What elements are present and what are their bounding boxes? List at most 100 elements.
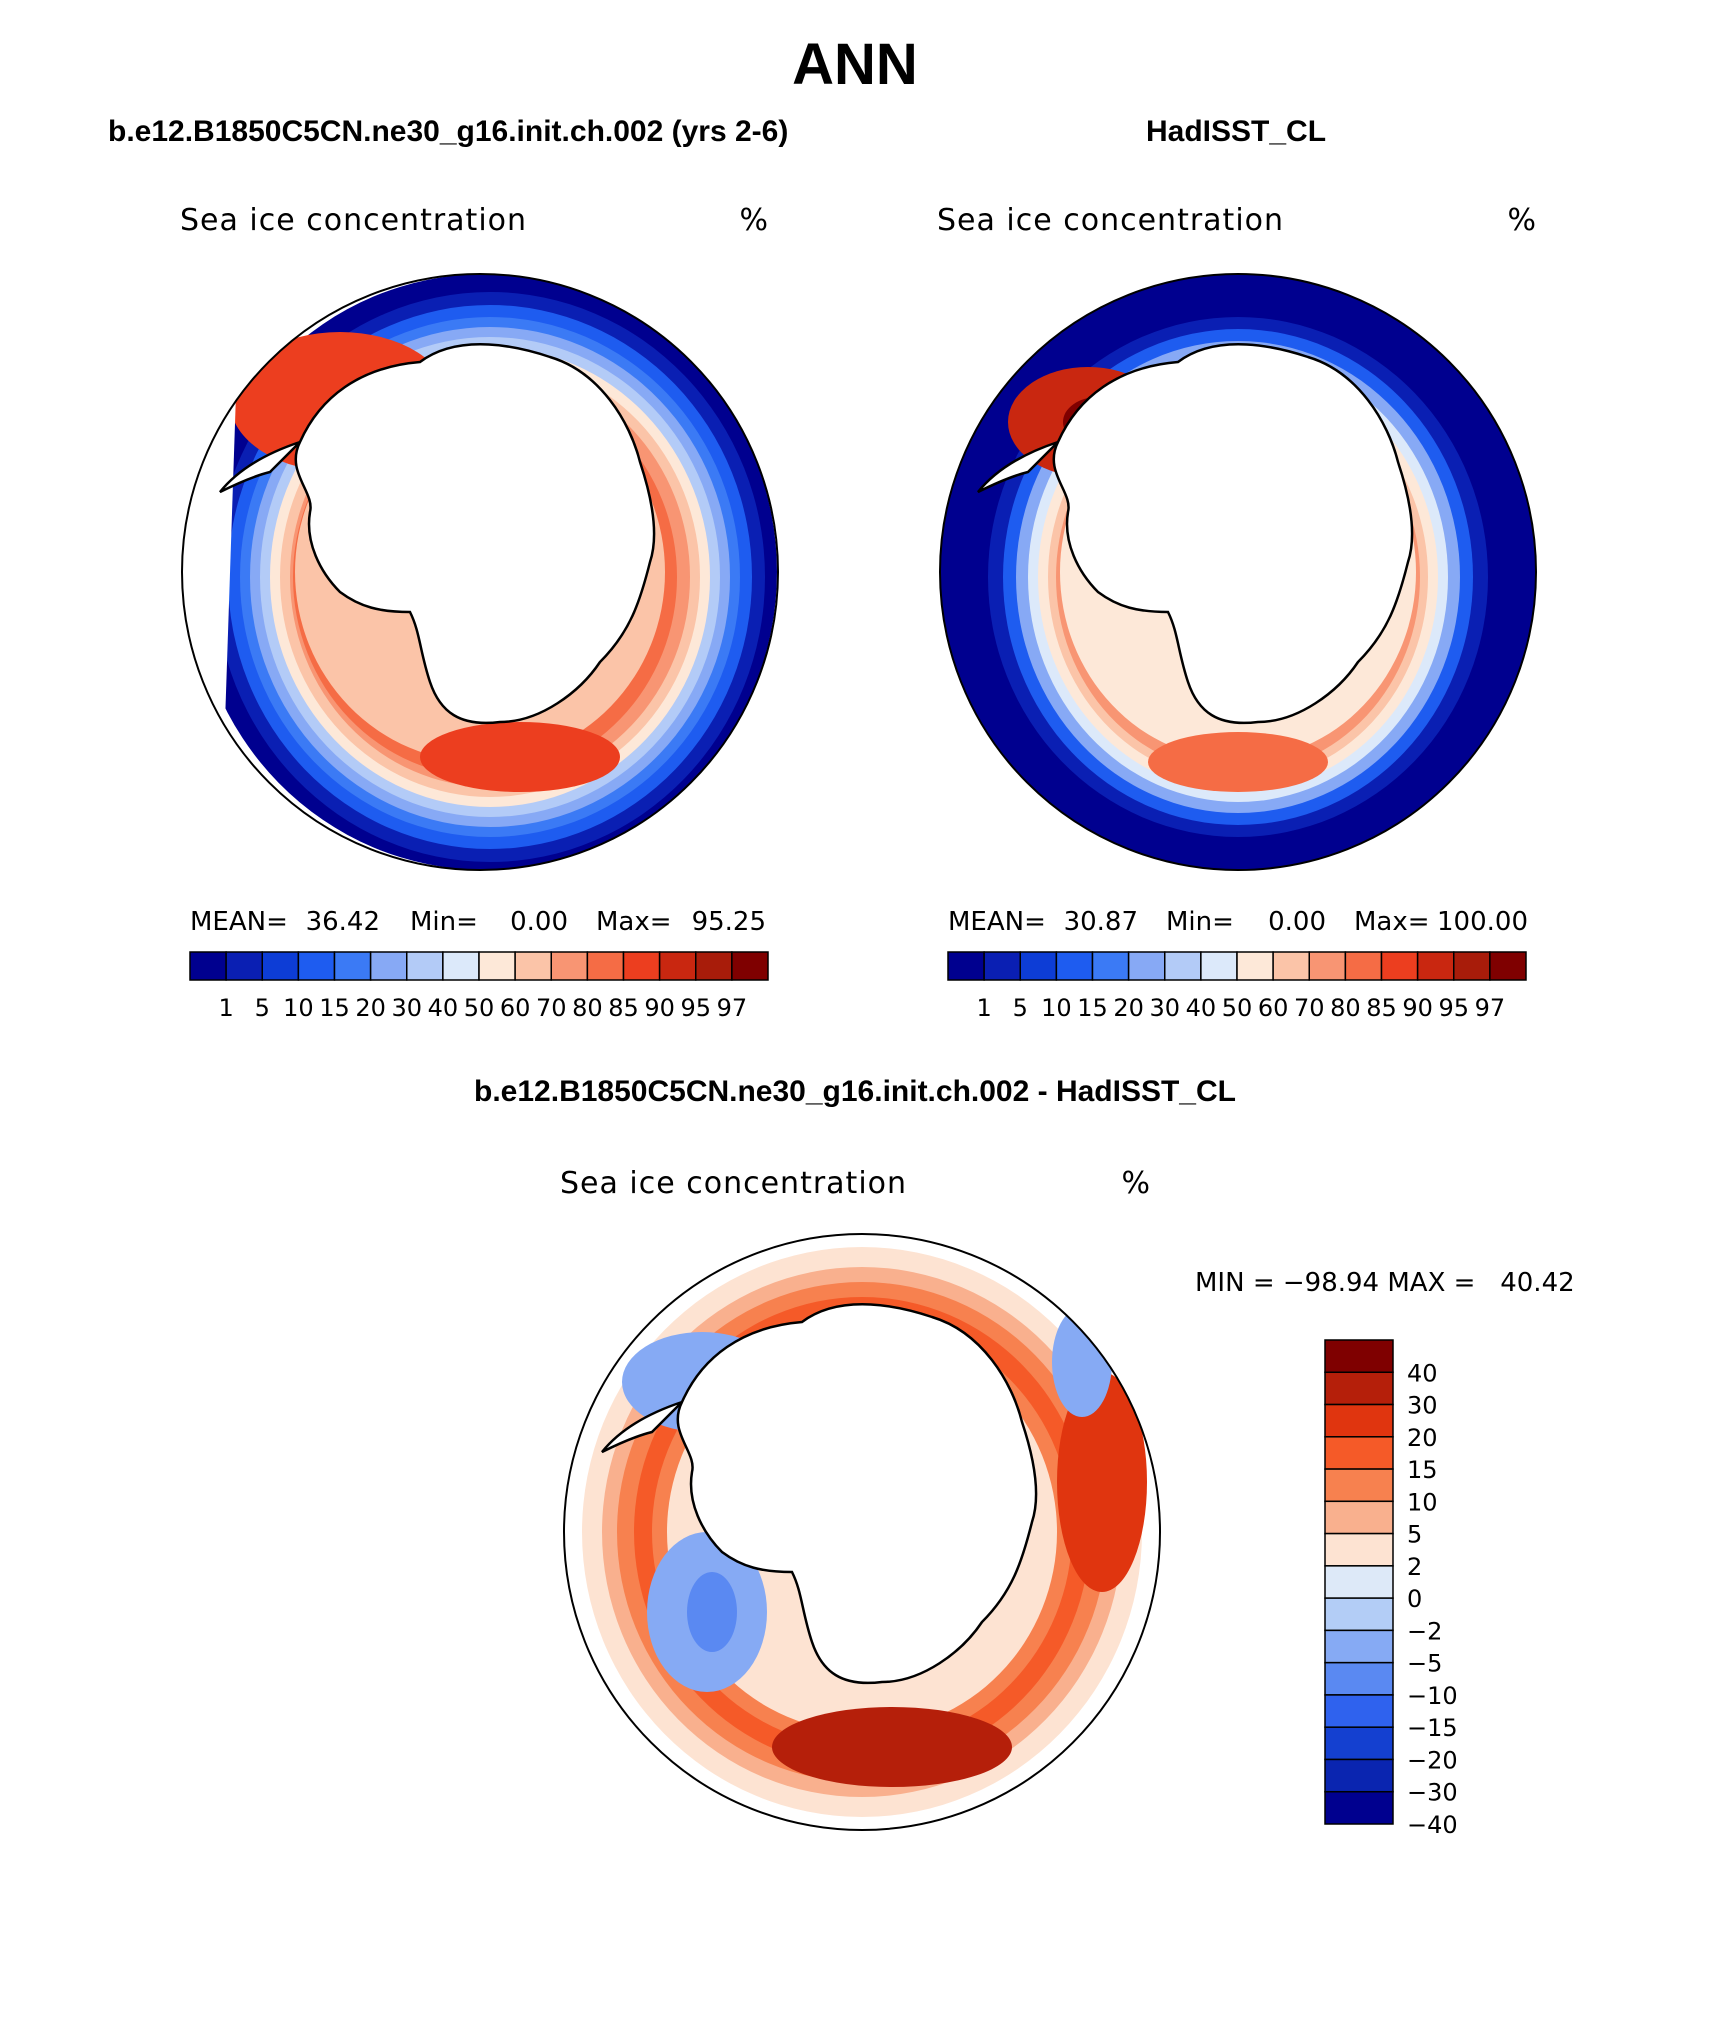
min-label-model: Min= [410,907,478,937]
colorbar-obs: 1 5 10 15 20 30 40 50 60 70 80 85 90 95 97 [947,951,1527,1022]
colorbar-box-difference [1324,1661,1394,1696]
colorbar-tick-label-model: 5 [255,994,270,1022]
colorbar-box-obs [1236,951,1274,981]
colorbar-tick-label-difference: −5 [1407,1650,1442,1678]
polar-map-model [181,273,779,871]
colorbar-tick-label-model: 15 [319,994,350,1022]
mean-value-model: 36.42 [306,907,380,937]
colorbar-box-obs [947,951,985,981]
panel-title-diff: b.e12.B1850C5CN.ne30_g16.init.ch.002 - H… [474,1075,1236,1108]
negative-anomaly-east [1052,1307,1112,1417]
colorbar-tick-label-obs: 20 [1113,994,1144,1022]
colorbar-tick-label-difference: −10 [1407,1682,1458,1710]
colorbar-tick-label-model: 90 [644,994,675,1022]
colorbar-tick-label-difference: 0 [1407,1585,1422,1613]
colorbar-tick-label-obs: 15 [1077,994,1108,1022]
colorbar-box-model [189,951,227,981]
colorbar-box-model [225,951,263,981]
colorbar-tick-label-model: 70 [536,994,567,1022]
min-label-obs: Min= [1166,907,1234,937]
colorbar-box-obs [1164,951,1202,981]
colorbar-box-obs [1272,951,1310,981]
colorbar-tick-label-model: 40 [428,994,459,1022]
left-label-diff: Sea ice concentration [560,1166,907,1201]
main-title: ANN [792,32,918,97]
max-label-obs: Max= [1354,907,1430,937]
colorbar-box-difference [1324,1597,1394,1632]
mean-label-obs: MEAN= [948,907,1046,937]
colorbar-box-model [297,951,336,981]
colorbar-box-model [622,951,661,981]
colorbar-tick-label-obs: 10 [1041,994,1072,1022]
colorbar-box-model [658,951,697,981]
colorbar-tick-label-obs: 97 [1475,994,1506,1022]
colorbar-tick-label-difference: 10 [1407,1488,1438,1516]
colorbar-tick-label-obs: 30 [1149,994,1180,1022]
antarctic-peninsula-obs [977,440,1059,494]
colorbar-tick-label-difference: −20 [1407,1746,1458,1774]
colorbar-tick-label-obs: 85 [1366,994,1397,1022]
colorbar-box-obs [1453,951,1491,981]
colorbar-tick-label-difference: −2 [1407,1617,1442,1645]
colorbar-tick-label-obs: 1 [976,994,991,1022]
colorbar-tick-label-obs: 5 [1013,994,1028,1022]
colorbar-tick-label-difference: −30 [1407,1779,1458,1807]
colorbar-tick-label-obs: 80 [1330,994,1361,1022]
colorbar-tick-label-model: 60 [500,994,531,1022]
units-label-obs: % [1507,203,1536,238]
colorbar-tick-label-difference: 5 [1407,1521,1422,1549]
colorbar-box-difference [1324,1468,1394,1503]
colorbar-box-model [261,951,300,981]
colorbar-box-difference [1324,1339,1394,1374]
minmax-diff: MIN = −98.94 MAX = 40.42 [1195,1268,1575,1298]
positive-anomaly-east [1057,1372,1147,1592]
colorbar-tick-label-model: 85 [608,994,639,1022]
high-ice-ross-model [420,722,620,792]
colorbar-tick-label-obs: 90 [1402,994,1433,1022]
colorbar-box-obs [983,951,1021,981]
mean-label-model: MEAN= [190,907,288,937]
colorbar-tick-label-model: 20 [355,994,386,1022]
colorbar-tick-label-obs: 95 [1438,994,1469,1022]
panel-title-model: b.e12.B1850C5CN.ne30_g16.init.ch.002 (yr… [108,115,788,148]
colorbar-box-model [731,951,769,981]
max-value-model: 95.25 [692,907,766,937]
colorbar-tick-label-model: 50 [464,994,495,1022]
min-value-model: 0.00 [510,907,568,937]
max-value-obs: 100.00 [1437,907,1528,937]
colorbar-box-obs [1055,951,1094,981]
colorbar-box-difference [1324,1403,1394,1438]
colorbar-box-difference [1324,1565,1394,1599]
polar-map-obs [939,273,1537,871]
map-boundary-model [181,273,779,871]
colorbar-box-model [550,951,589,981]
colorbar-box-obs [1344,951,1383,981]
panel-model: b.e12.B1850C5CN.ne30_g16.init.ch.002 (yr… [108,115,788,1022]
colorbar-box-model [695,951,733,981]
colorbar-box-obs [1127,951,1166,981]
negative-anomaly-core [687,1572,737,1652]
colorbar-box-obs [1489,951,1527,981]
colorbar-tick-label-obs: 60 [1258,994,1289,1022]
colorbar-tick-label-model: 1 [218,994,233,1022]
colorbar-tick-label-model: 30 [391,994,422,1022]
max-label-model: Max= [596,907,672,937]
colorbar-box-obs [1380,951,1419,981]
colorbar-box-difference [1324,1726,1394,1761]
panel-title-obs: HadISST_CL [1146,115,1326,148]
stats-obs: MEAN= 30.87 Min= 0.00 Max= 100.00 [948,907,1528,937]
colorbar-box-model [478,951,516,981]
panel-difference: b.e12.B1850C5CN.ne30_g16.init.ch.002 - H… [474,1075,1575,1839]
colorbar-tick-label-difference: −40 [1407,1811,1458,1839]
colorbar-box-model [514,951,552,981]
colorbar-box-difference [1324,1371,1394,1406]
antarctic-peninsula-model [219,440,301,494]
colorbar-tick-label-model: 80 [572,994,603,1022]
colorbar-tick-label-obs: 70 [1294,994,1325,1022]
colorbar-tick-label-difference: 2 [1407,1553,1422,1581]
antarctic-peninsula-difference [601,1400,683,1454]
map-boundary-difference [563,1233,1161,1831]
colorbar-model: 1 5 10 15 20 30 40 50 60 70 80 85 90 95 97 [189,951,769,1022]
panel-obs: HadISST_CL Sea ice concentration % MEAN=… [937,115,1537,1022]
